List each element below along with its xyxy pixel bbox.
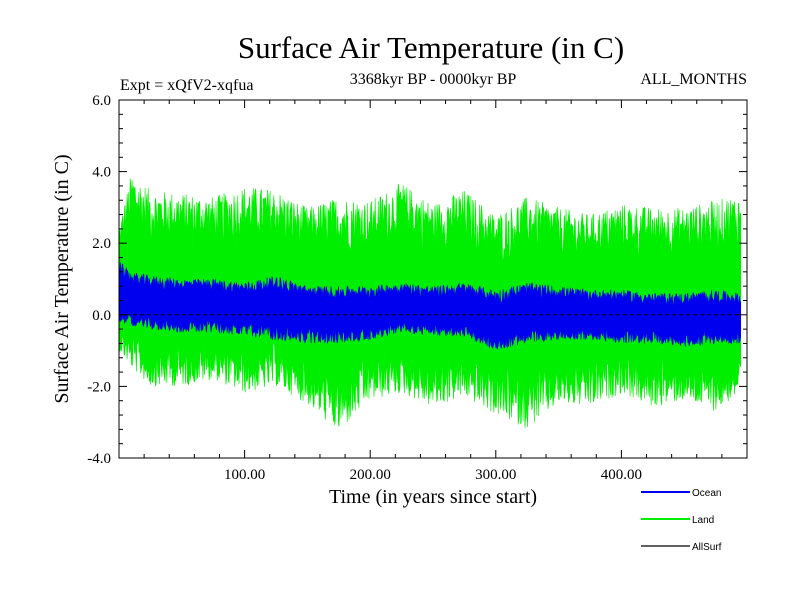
legend: Ocean Land AllSurf <box>641 488 722 553</box>
series-ocean-line <box>119 272 742 340</box>
x-tick-label: 200.00 <box>350 467 391 483</box>
y-tick-label: 6.0 <box>92 93 111 109</box>
months-label: ALL_MONTHS <box>640 71 747 88</box>
experiment-label: Expt = xQfV2-xqfua <box>120 77 253 94</box>
series-layer <box>119 178 742 429</box>
ticks-layer <box>119 99 747 459</box>
y-tick-label: 0.0 <box>92 308 111 324</box>
legend-label-ocean: Ocean <box>692 488 721 499</box>
x-axis-label: Time (in years since start) <box>329 486 537 508</box>
y-axis-label: Surface Air Temperature (in C) <box>51 154 73 403</box>
x-tick-label: 400.00 <box>601 467 642 483</box>
y-tick-label: 2.0 <box>92 236 111 252</box>
y-tick-label: -2.0 <box>87 379 111 395</box>
legend-label-allsurf: AllSurf <box>692 542 722 553</box>
legend-label-land: Land <box>692 515 714 526</box>
y-tick-label: -4.0 <box>87 451 111 467</box>
x-tick-label: 300.00 <box>475 467 516 483</box>
plot-frame <box>118 99 748 459</box>
tick-labels-layer: 100.00 200.00 300.00 400.00 6.0 4.0 2.0 0.0 -2.0… <box>87 93 642 483</box>
chart-title: Surface Air Temperature (in C) <box>238 30 624 65</box>
period-label: 3368kyr BP - 0000kyr BP <box>350 71 517 88</box>
y-tick-label: 4.0 <box>92 165 111 181</box>
x-tick-label: 100.00 <box>224 467 265 483</box>
